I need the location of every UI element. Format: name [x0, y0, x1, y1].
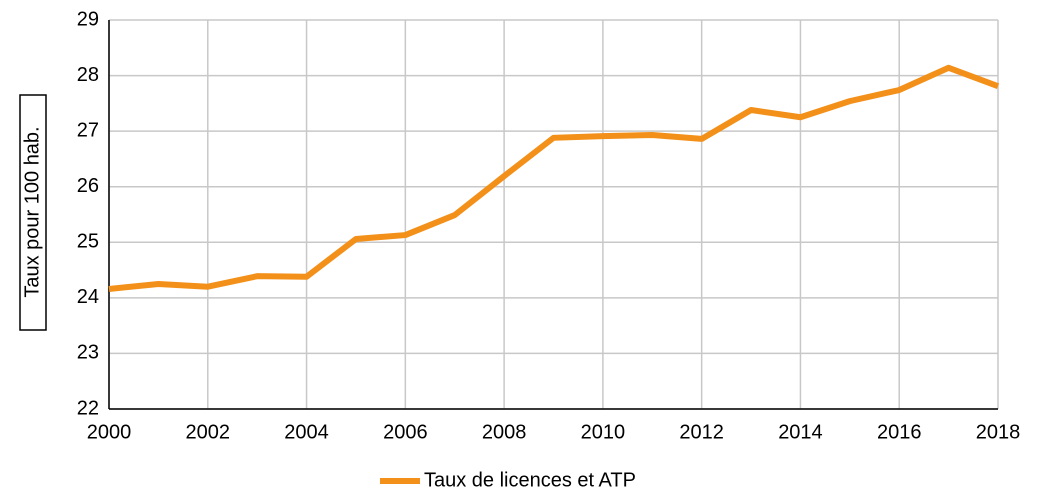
x-tick-label: 2014	[778, 421, 823, 443]
y-tick-label: 29	[77, 8, 99, 30]
x-tick-label: 2004	[284, 421, 329, 443]
legend-label: Taux de licences et ATP	[424, 469, 636, 491]
y-tick-label: 24	[77, 286, 99, 308]
y-label-box	[19, 94, 47, 331]
y-tick-label: 25	[77, 231, 99, 253]
y-axis-label: Taux pour 100 hab.	[21, 126, 43, 297]
data-line	[108, 64, 1000, 292]
y-tick-label: 23	[77, 342, 99, 364]
y-tick-label: 22	[77, 397, 99, 419]
x-tick-label: 2000	[87, 421, 132, 443]
x-tick-label: 2008	[482, 421, 527, 443]
x-tick-label: 2012	[679, 421, 724, 443]
x-tick-label: 2010	[581, 421, 626, 443]
x-tick-label: 2006	[383, 421, 428, 443]
y-tick-label: 26	[77, 175, 99, 197]
x-tick-label: 2002	[186, 421, 231, 443]
y-tick-label: 28	[77, 64, 99, 86]
x-tick-label: 2016	[877, 421, 922, 443]
x-tick-label: 2018	[976, 421, 1021, 443]
y-tick-label: 27	[77, 119, 99, 141]
